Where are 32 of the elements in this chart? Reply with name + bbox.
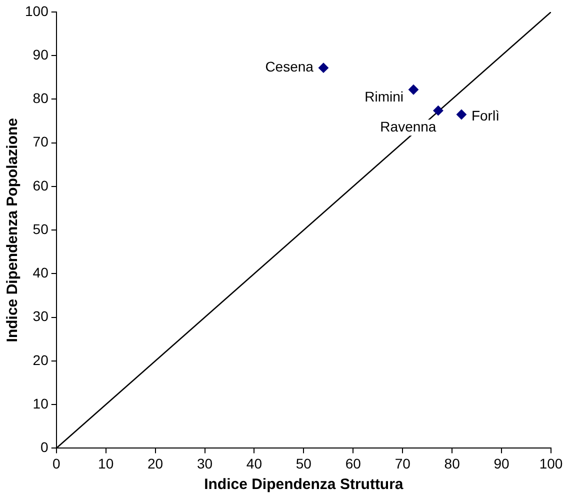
point xyxy=(318,62,328,73)
point xyxy=(456,110,466,120)
y-tick-label: 0 xyxy=(40,439,49,456)
y-axis-title: Indice Dipendenza Popolazione xyxy=(4,118,22,342)
x-axis-title: Indice Dipendenza Struttura xyxy=(204,476,404,494)
annotation: Forlì xyxy=(471,107,500,124)
x-tick-label: 50 xyxy=(296,455,312,472)
x-tick-label: 0 xyxy=(52,455,60,472)
y-tick-label: 90 xyxy=(32,46,49,62)
point xyxy=(408,84,418,95)
y-tick-label: 60 xyxy=(32,177,49,194)
x-tick-label: 30 xyxy=(196,455,213,472)
annotation: Rimini xyxy=(364,88,404,105)
x-tick-label: 80 xyxy=(444,455,460,472)
y-tick-label: 80 xyxy=(32,90,49,106)
x-tick-label: 60 xyxy=(345,455,362,472)
y-tick-label: 30 xyxy=(32,308,49,324)
x-tick-label: 70 xyxy=(394,455,411,472)
y-tick-label: 20 xyxy=(32,352,49,368)
x-tick-label: 40 xyxy=(246,455,262,472)
y-tick-label: 50 xyxy=(32,220,49,237)
x-tick-label: 20 xyxy=(148,455,164,472)
x-tick-label: 10 xyxy=(98,455,114,472)
annotation: Ravenna xyxy=(380,118,436,134)
y-tick-label: 40 xyxy=(32,264,49,281)
y-tick-label: 10 xyxy=(32,395,49,412)
annotation: Cesena xyxy=(265,58,314,75)
x-tick-label: 90 xyxy=(494,455,510,472)
y-tick-label: 70 xyxy=(32,134,49,150)
y-tick-label: 100 xyxy=(25,2,49,19)
point xyxy=(433,106,444,116)
x-tick-label: 100 xyxy=(539,455,563,472)
